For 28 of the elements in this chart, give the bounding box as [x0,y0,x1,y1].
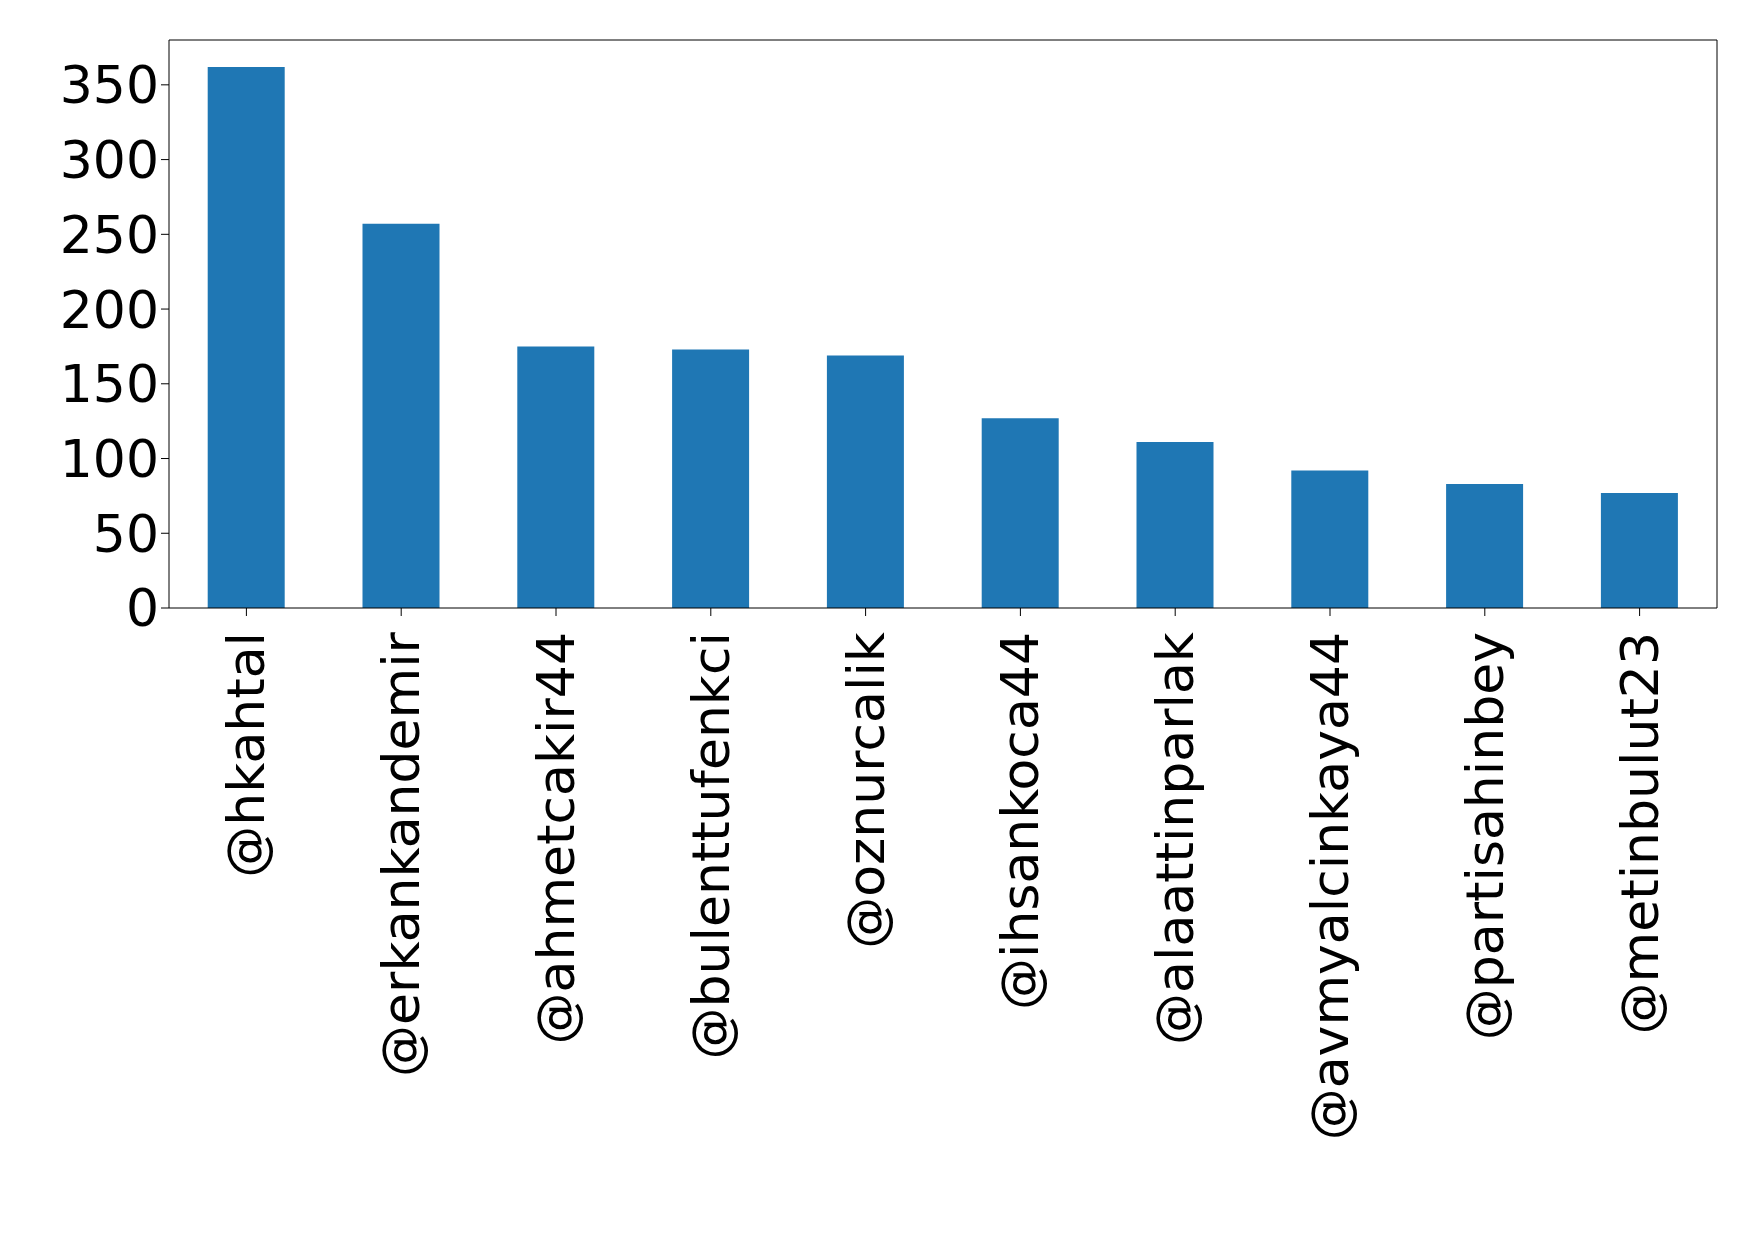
y-tick-label: 250 [59,204,159,265]
x-tick-label: @ahmetcakir44 [526,632,586,1045]
x-tick-label: @metinbulut23 [1609,632,1670,1035]
x-tick-label: @alaattinparlak [1145,632,1206,1045]
x-tick-label: @ihsankoca44 [990,632,1051,1011]
bar [207,66,285,608]
y-tick-label: 100 [59,428,159,489]
y-tick-label: 200 [59,279,159,340]
y-tick-label: 350 [59,55,159,116]
x-tick-label: @partisahinbey [1454,632,1515,1041]
y-tick-label: 0 [125,578,159,639]
x-tick-label: @bulenttufenkci [680,632,741,1060]
x-tick-label: @avmyalcinkaya44 [1300,632,1360,1141]
bar [981,418,1059,608]
y-tick-label: 150 [59,354,159,415]
bar [1446,483,1524,608]
bar [1136,442,1214,608]
bar [826,355,904,608]
y-tick-label: 300 [59,130,159,191]
x-tick-label: @erkankandemir [371,631,432,1077]
bar [362,223,440,608]
bar [1600,492,1678,608]
bar [1291,470,1369,608]
y-tick-label: 50 [92,503,159,564]
x-tick-label: @oznurcalik [835,632,896,949]
bar [672,349,750,608]
x-tick-label: @hkahtal [216,632,277,878]
bar [517,346,595,608]
